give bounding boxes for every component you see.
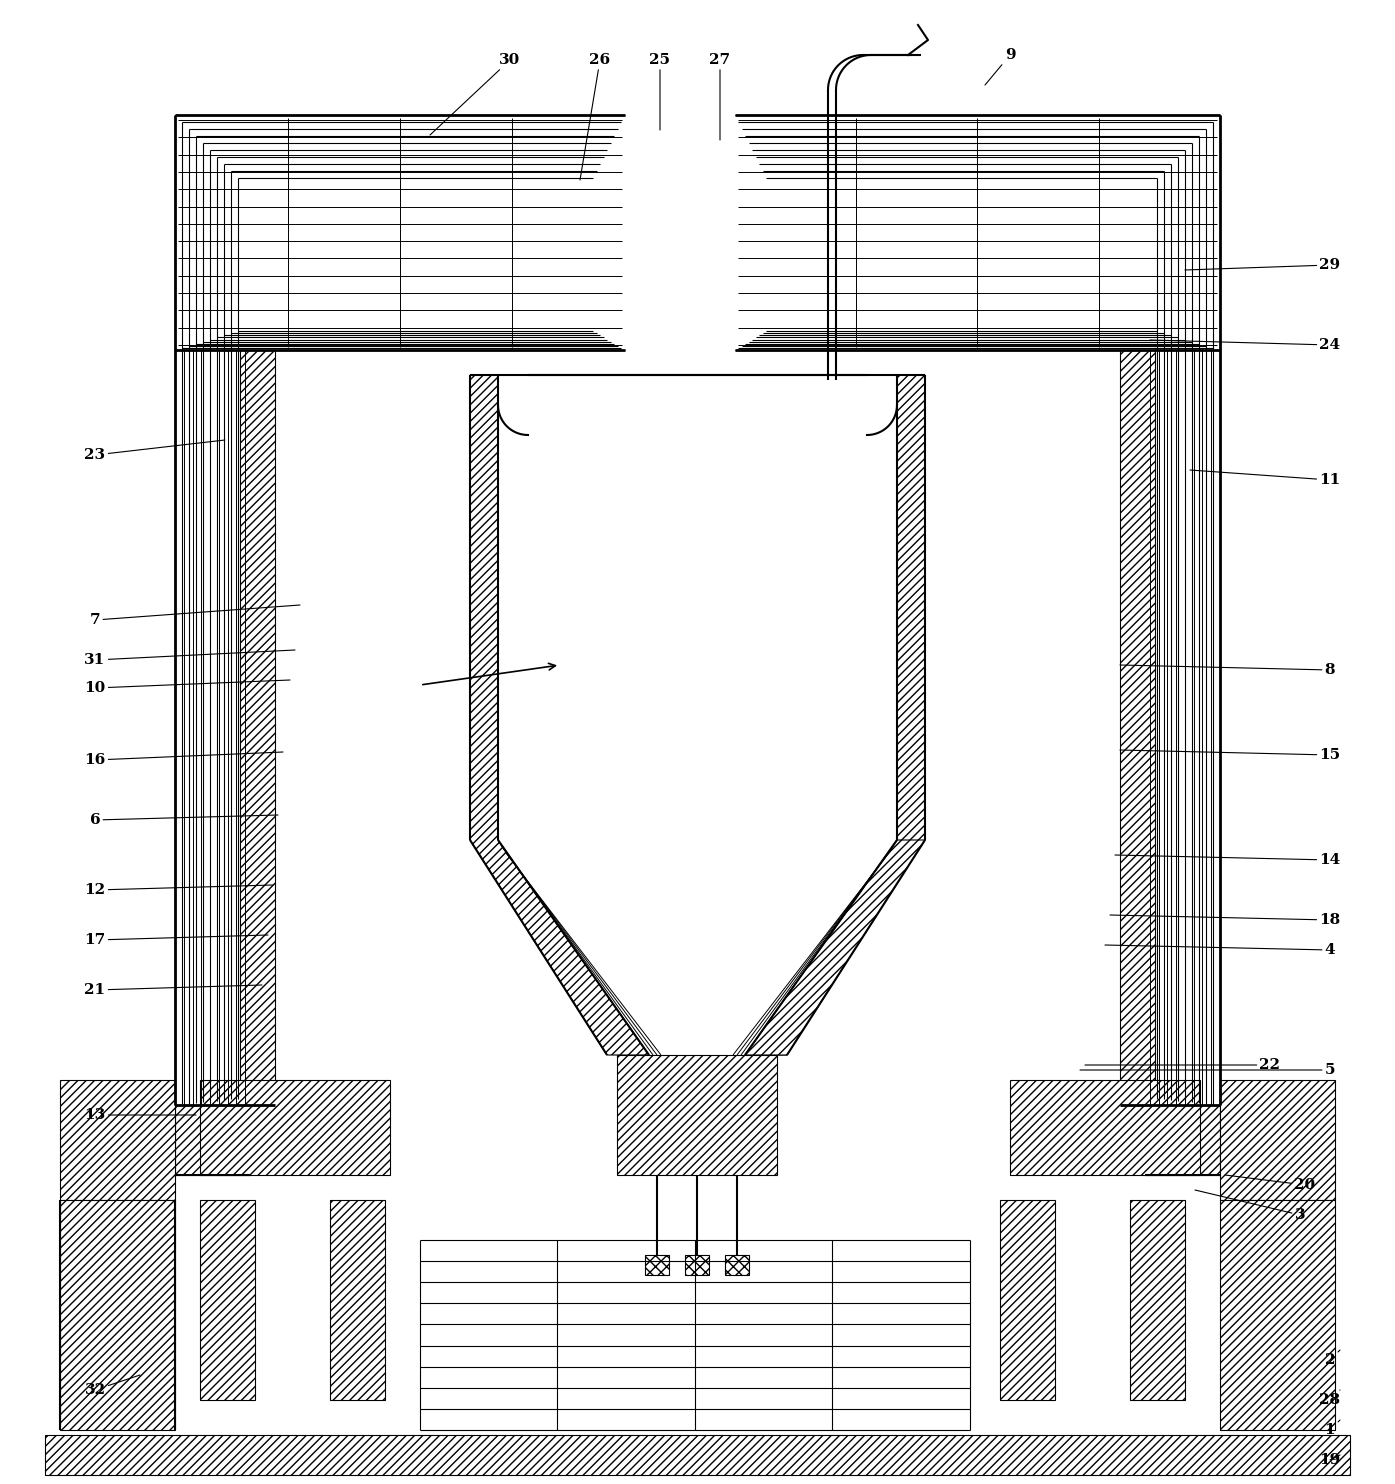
Text: 9: 9 [985, 47, 1016, 85]
Text: 32: 32 [85, 1376, 140, 1396]
Text: 12: 12 [85, 883, 273, 896]
Text: 5: 5 [1080, 1063, 1335, 1077]
Bar [240, 350, 275, 1106]
Text: 27: 27 [710, 53, 731, 139]
Bar [617, 1055, 777, 1175]
Text: 29: 29 [1184, 258, 1341, 272]
Text: 19: 19 [1320, 1453, 1341, 1468]
Bar [199, 1080, 391, 1175]
Text: 6: 6 [89, 813, 278, 827]
Text: 16: 16 [84, 752, 283, 767]
Bar [60, 1201, 174, 1431]
Bar [60, 1080, 174, 1201]
Text: 8: 8 [1120, 663, 1335, 677]
Text: 1: 1 [1325, 1420, 1341, 1437]
Polygon shape [745, 840, 925, 1055]
Text: 23: 23 [85, 439, 225, 462]
Text: 15: 15 [1120, 748, 1341, 761]
Bar [331, 1201, 385, 1399]
Text: 7: 7 [89, 605, 300, 628]
Polygon shape [470, 375, 649, 1055]
Bar [1221, 1201, 1335, 1431]
Bar [1120, 350, 1155, 1106]
Text: 26: 26 [580, 53, 611, 180]
Text: 18: 18 [1110, 913, 1341, 928]
Text: 30: 30 [430, 53, 520, 135]
Text: 11: 11 [1190, 470, 1341, 487]
Text: 28: 28 [1320, 1391, 1341, 1407]
Bar [644, 1255, 670, 1275]
Polygon shape [745, 375, 925, 1055]
Bar [1010, 1080, 1200, 1175]
Text: 3: 3 [1196, 1190, 1306, 1221]
Text: 25: 25 [650, 53, 671, 131]
Bar [685, 1255, 709, 1275]
Text: 4: 4 [1105, 942, 1335, 957]
Bar [725, 1255, 749, 1275]
Bar [1000, 1201, 1055, 1399]
Bar [45, 1435, 1350, 1475]
Text: 21: 21 [85, 982, 262, 997]
Text: 17: 17 [84, 933, 268, 947]
Text: 20: 20 [1225, 1175, 1315, 1192]
Text: 24: 24 [1149, 338, 1341, 352]
Text: 14: 14 [1115, 853, 1341, 867]
Text: 31: 31 [84, 650, 294, 666]
Text: 13: 13 [84, 1109, 197, 1122]
Bar [174, 1106, 250, 1175]
Bar [1221, 1080, 1335, 1201]
Text: 10: 10 [84, 680, 290, 695]
Bar [1145, 1106, 1221, 1175]
Text: 2: 2 [1325, 1350, 1341, 1367]
Bar [199, 1201, 255, 1399]
Text: 22: 22 [1085, 1058, 1281, 1071]
Bar [1130, 1201, 1184, 1399]
